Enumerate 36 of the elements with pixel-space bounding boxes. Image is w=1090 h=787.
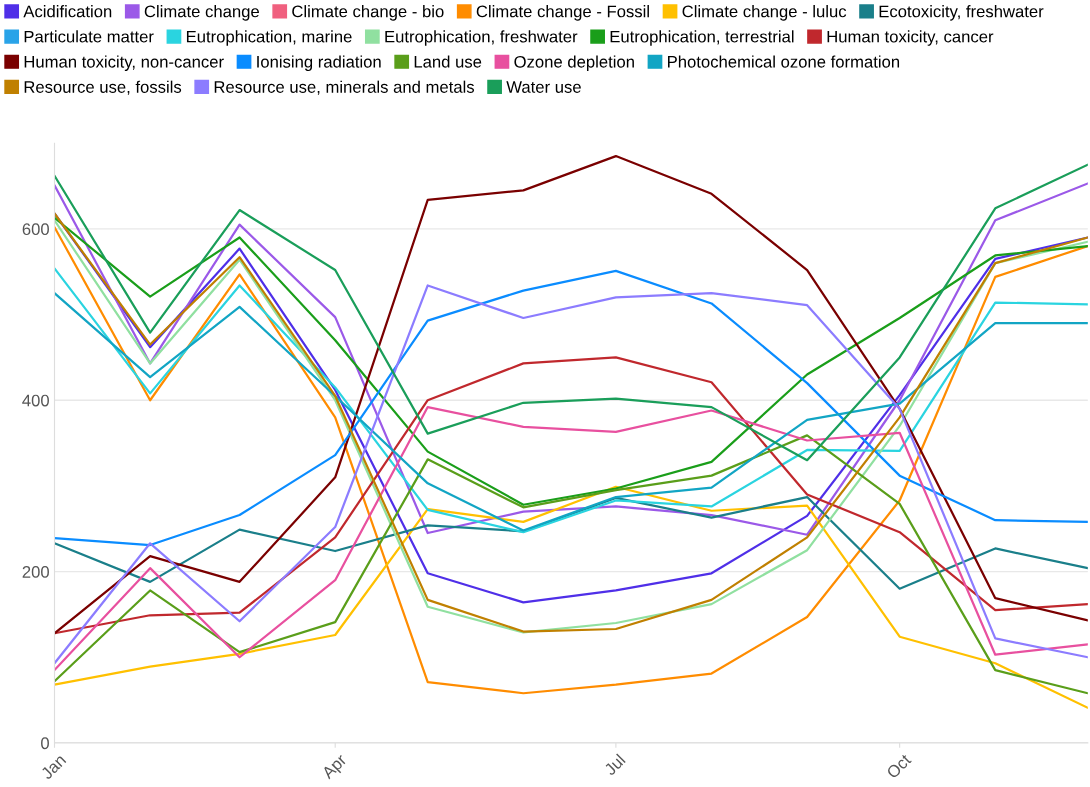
legend-label: Climate change - bio: [292, 5, 444, 21]
line-series: [54, 495, 1088, 590]
line-series: [54, 434, 1088, 695]
line-series: [54, 356, 1088, 635]
y-tick-label: 200: [22, 565, 49, 578]
y-tick-label: 600: [22, 223, 49, 236]
line-series: [54, 163, 1088, 462]
legend-label: Climate change: [144, 5, 259, 21]
legend-label: Particulate matter: [24, 30, 154, 43]
legend-label: Human toxicity, non-cancer: [24, 55, 224, 71]
y-tick-label: 400: [22, 394, 49, 407]
legend-label: Resource use, minerals and metals: [214, 80, 475, 95]
legend-label: Resource use, fossils: [24, 80, 182, 95]
legend-label: Land use: [414, 55, 482, 68]
legend-label: Eutrophication, freshwater: [385, 30, 578, 46]
legend-label: Eutrophication, marine: [186, 30, 352, 46]
legend-label: Climate change - Fossil: [476, 5, 649, 21]
legend-label: Climate change - luluc: [682, 5, 847, 21]
x-tick-label: Oct: [885, 753, 912, 780]
line-series: [54, 405, 1088, 672]
legend-label: Ozone depletion: [514, 55, 634, 71]
legend-label: Water use: [506, 81, 581, 93]
legend-label: Ecotoxicity, freshwater: [879, 5, 1044, 21]
x-tick-label: Jul: [603, 753, 626, 777]
legend-label: Photochemical ozone formation: [668, 55, 900, 68]
y-tick-label: 0: [41, 737, 49, 750]
line-series: [54, 284, 1088, 665]
x-tick-label: Apr: [320, 753, 350, 782]
x-tick-label: Jan: [40, 753, 67, 781]
legend-label: Ionising radiation: [257, 55, 381, 71]
legend-label: Acidification: [23, 5, 112, 18]
line-series: [54, 182, 1088, 536]
line-series: [54, 216, 1088, 506]
line-series: [54, 485, 1088, 709]
legend-label: Eutrophication, terrestrial: [610, 30, 794, 46]
legend-label: Human toxicity, cancer: [827, 30, 994, 46]
